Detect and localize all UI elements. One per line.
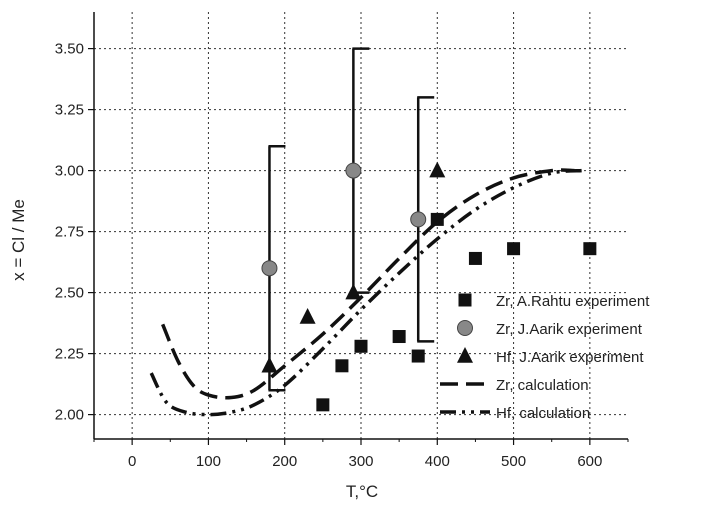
data-points — [261, 161, 597, 412]
point-zr-j-aarik-experiment — [261, 260, 278, 277]
point-hf-j-aarik-experiment — [261, 356, 278, 373]
legend-label-hf-j-aarik-experiment: Hf, J.Aarik experiment — [496, 349, 644, 366]
point-hf-j-aarik-experiment — [345, 283, 362, 300]
point-zr-a-rahtu-experiment — [583, 242, 597, 256]
y-tick-label: 3.50 — [55, 41, 84, 58]
y-tick-label: 2.00 — [55, 407, 84, 424]
series-line-hf-calculation — [149, 168, 583, 417]
legend-symbol-zr-a-rahtu-experiment — [458, 293, 472, 307]
y-axis-label: x = Cl / Me — [9, 199, 28, 281]
ticks: 0 100 200 300 400 500 600 2.00 2.25 2.50 2.75 3.00 3… — [55, 41, 629, 470]
legend-label-hf-calculation: Hf, calculation — [496, 405, 590, 422]
point-zr-a-rahtu-experiment — [335, 359, 349, 373]
point-zr-a-rahtu-experiment — [430, 212, 444, 226]
y-tick-label: 3.00 — [55, 163, 84, 180]
x-tick-label: 500 — [501, 453, 526, 470]
point-zr-j-aarik-experiment — [345, 162, 362, 179]
point-zr-j-aarik-experiment — [410, 211, 427, 228]
y-tick-label: 2.50 — [55, 285, 84, 302]
x-tick-label: 100 — [196, 453, 221, 470]
point-zr-a-rahtu-experiment — [316, 398, 330, 412]
legend: Zr, A.Rahtu experiment Zr, J.Aarik experi… — [440, 293, 650, 422]
x-tick-label: 600 — [577, 453, 602, 470]
series-line-zr-calculation — [161, 168, 575, 400]
y-tick-label: 2.25 — [55, 346, 84, 363]
y-tick-label: 2.75 — [55, 224, 84, 241]
point-zr-a-rahtu-experiment — [354, 339, 368, 353]
legend-label-zr-a-rahtu-experiment: Zr, A.Rahtu experiment — [496, 293, 650, 310]
point-zr-a-rahtu-experiment — [507, 242, 521, 256]
legend-symbol-zr-j-aarik-experiment — [457, 320, 473, 336]
x-tick-label: 200 — [272, 453, 297, 470]
calculation-lines — [149, 168, 583, 417]
x-tick-label: 0 — [128, 453, 136, 470]
x-tick-label: 300 — [348, 453, 373, 470]
point-hf-j-aarik-experiment — [299, 308, 316, 324]
x-axis-label: T,°C — [346, 482, 378, 501]
legend-label-zr-calculation: Zr, calculation — [496, 377, 589, 394]
x-tick-label: 400 — [425, 453, 450, 470]
y-tick-label: 3.25 — [55, 102, 84, 119]
point-zr-a-rahtu-experiment — [411, 349, 425, 363]
point-zr-a-rahtu-experiment — [392, 330, 406, 344]
point-zr-a-rahtu-experiment — [468, 251, 482, 265]
legend-label-zr-j-aarik-experiment: Zr, J.Aarik experiment — [496, 321, 643, 338]
legend-symbol-hf-j-aarik-experiment — [457, 347, 473, 363]
point-hf-j-aarik-experiment — [429, 161, 446, 178]
